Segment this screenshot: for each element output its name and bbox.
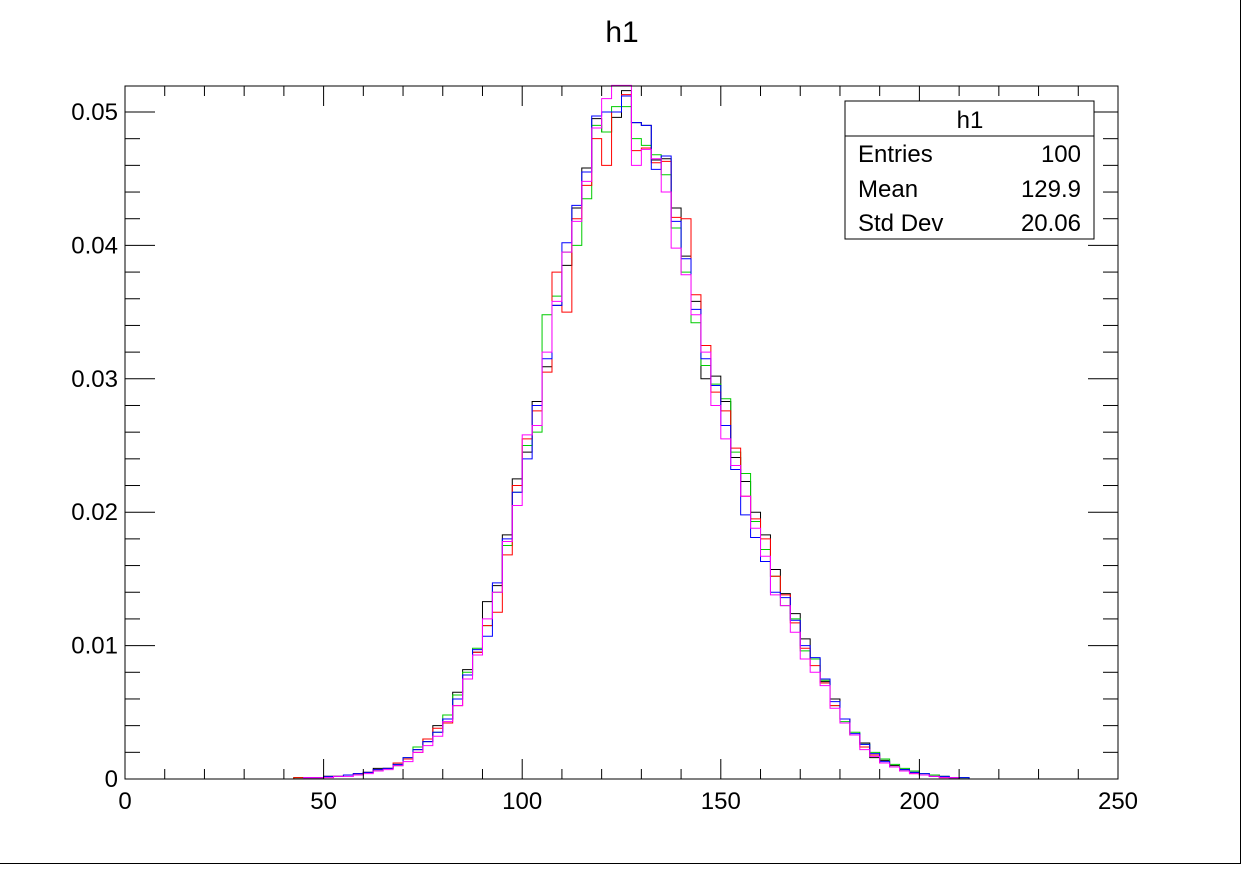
x-tick-label: 200 xyxy=(899,788,939,815)
stats-mean-value: 129.9 xyxy=(1021,176,1081,203)
stats-stddev-value: 20.06 xyxy=(1021,210,1081,237)
y-tick-label: 0.03 xyxy=(71,366,118,393)
stats-box: h1 Entries 100 Mean 129.9 Std Dev 20.06 xyxy=(844,100,1095,240)
stats-entries-value: 100 xyxy=(1041,141,1081,168)
x-tick-label: 250 xyxy=(1098,788,1138,815)
x-tick-label: 100 xyxy=(502,788,542,815)
axis-ticks-layer: 0 50 100 150 200 250 0 0.01 0.02 0.03 0.04 0.05 xyxy=(71,86,1138,815)
stats-entries-label: Entries xyxy=(858,141,933,168)
x-tick-label: 0 xyxy=(118,788,131,815)
y-tick-label: 0.02 xyxy=(71,499,118,526)
stats-stddev-label: Std Dev xyxy=(858,210,943,237)
stats-box-title: h1 xyxy=(957,107,984,134)
y-tick-label: 0.04 xyxy=(71,232,118,259)
y-tick-label: 0.05 xyxy=(71,99,118,126)
x-tick-label: 50 xyxy=(310,788,337,815)
y-tick-label: 0 xyxy=(105,766,118,793)
x-tick-label: 150 xyxy=(701,788,741,815)
stats-box-frame xyxy=(844,100,1095,240)
y-tick-label: 0.01 xyxy=(71,633,118,660)
stats-mean-label: Mean xyxy=(858,176,918,203)
chart-title: h1 xyxy=(605,16,638,49)
